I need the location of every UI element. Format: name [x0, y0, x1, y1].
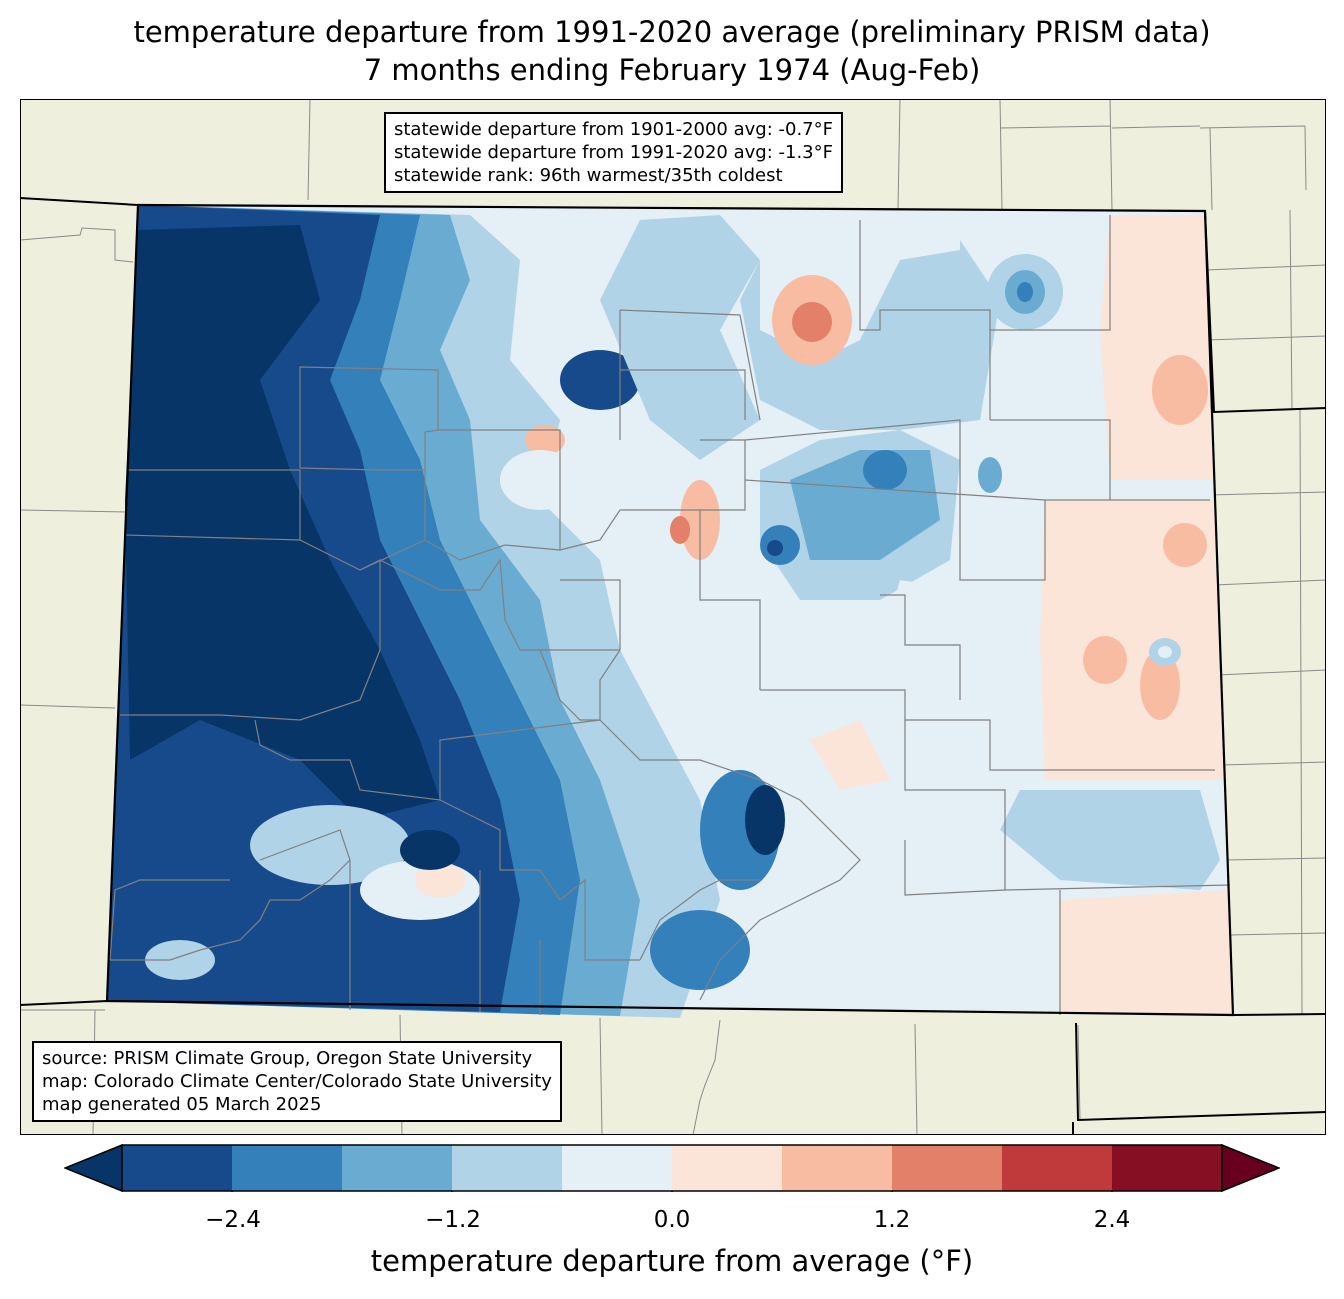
- colorbar-tick-3: 1.2: [873, 1207, 911, 1233]
- colorbar-bin-5: [672, 1145, 783, 1191]
- source-prism: source: PRISM Climate Group, Oregon Stat…: [42, 1048, 533, 1069]
- colorado-temperature-map: [20, 99, 1326, 1135]
- source-box: source: PRISM Climate Group, Oregon Stat…: [32, 1041, 562, 1122]
- colorbar-bin-7: [892, 1145, 1003, 1191]
- colorbar-bin-2: [342, 1145, 453, 1191]
- colorbar-bin-8: [1002, 1145, 1113, 1191]
- colorbar-tick-1: −1.2: [425, 1207, 481, 1233]
- source-map-credit: map: Colorado Climate Center/Colorado St…: [42, 1071, 552, 1092]
- colorbar-under-arrow: [64, 1144, 123, 1192]
- colorbar-label: temperature departure from average (°F): [370, 1244, 974, 1278]
- county-lines: [109, 215, 1231, 1015]
- stat-departure-1901-2000: statewide departure from 1901-2000 avg: …: [394, 119, 833, 140]
- colorbar-bin-0: [122, 1145, 233, 1191]
- colorbar-tick-4: 2.4: [1093, 1207, 1131, 1233]
- map-title: temperature departure from 1991-2020 ave…: [133, 15, 1211, 49]
- colorbar-bin-6: [782, 1145, 893, 1191]
- stat-rank: statewide rank: 96th warmest/35th coldes…: [394, 165, 783, 186]
- stat-departure-1991-2020: statewide departure from 1991-2020 avg: …: [394, 142, 833, 163]
- source-generated-date: map generated 05 March 2025: [42, 1094, 322, 1115]
- colorbar-bin-4: [562, 1145, 673, 1191]
- map-subtitle: 7 months ending February 1974 (Aug-Feb): [363, 53, 981, 87]
- colorbar-over-arrow: [1221, 1144, 1280, 1192]
- colorbar-tick-2: 0.0: [653, 1207, 691, 1233]
- neighbor-state-borders: [20, 197, 1326, 1135]
- colorbar-bin-9: [1112, 1145, 1223, 1191]
- colorbar-bin-1: [232, 1145, 343, 1191]
- colorbar: [64, 1144, 1280, 1192]
- colorbar-tick-0: −2.4: [205, 1207, 261, 1233]
- colorbar-bin-3: [452, 1145, 563, 1191]
- statewide-stats-box: statewide departure from 1901-2000 avg: …: [384, 112, 843, 193]
